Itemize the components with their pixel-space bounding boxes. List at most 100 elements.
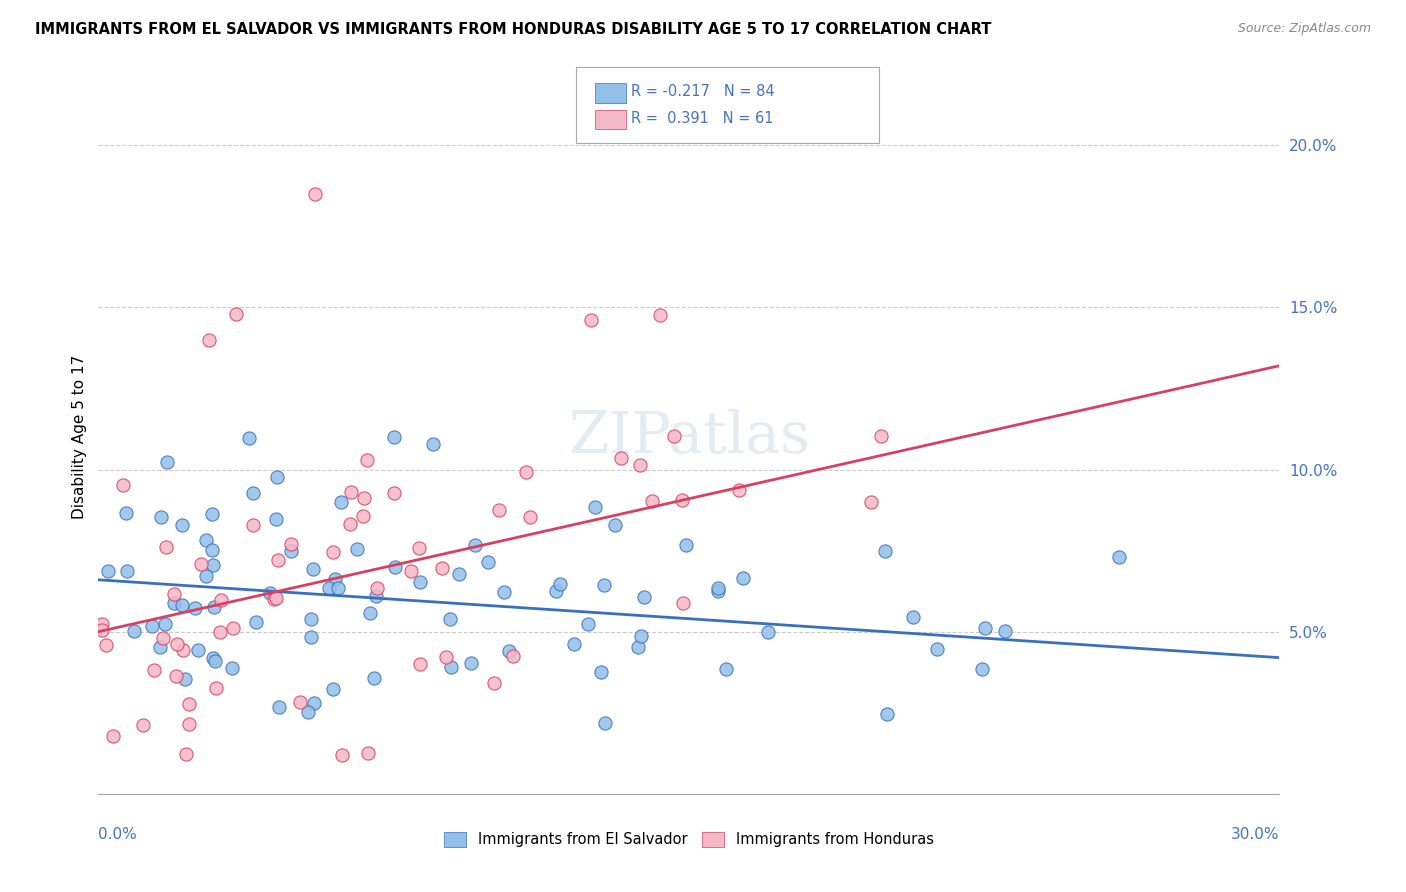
Legend: Immigrants from El Salvador, Immigrants from Honduras: Immigrants from El Salvador, Immigrants … bbox=[444, 832, 934, 847]
Point bbox=[633, 590, 655, 604]
Point bbox=[593, 578, 616, 592]
Point bbox=[245, 615, 267, 630]
Point bbox=[546, 584, 568, 599]
Point bbox=[91, 623, 114, 637]
Point bbox=[579, 313, 602, 327]
Point bbox=[301, 630, 323, 644]
Point bbox=[266, 470, 288, 484]
Point bbox=[589, 665, 612, 680]
Point bbox=[190, 557, 212, 571]
Point bbox=[176, 747, 198, 761]
Point bbox=[172, 598, 194, 612]
Point bbox=[434, 649, 457, 664]
Point bbox=[409, 657, 432, 671]
Point bbox=[165, 669, 187, 683]
Point bbox=[463, 539, 485, 553]
Point bbox=[488, 503, 510, 517]
Point bbox=[166, 637, 188, 651]
Point bbox=[143, 663, 166, 677]
Point bbox=[132, 718, 155, 732]
Point bbox=[264, 512, 287, 526]
Text: Source: ZipAtlas.com: Source: ZipAtlas.com bbox=[1237, 22, 1371, 36]
Point bbox=[422, 436, 444, 450]
Point bbox=[707, 584, 730, 599]
Point bbox=[502, 649, 524, 664]
Point bbox=[630, 629, 652, 643]
Point bbox=[332, 747, 354, 762]
Point bbox=[96, 638, 118, 652]
Point bbox=[264, 591, 287, 605]
Point bbox=[974, 622, 997, 636]
Point bbox=[352, 508, 374, 523]
Point bbox=[179, 717, 201, 731]
Point bbox=[384, 559, 406, 574]
Point bbox=[209, 593, 232, 607]
Point bbox=[205, 681, 228, 695]
Y-axis label: Disability Age 5 to 17: Disability Age 5 to 17 bbox=[72, 355, 87, 519]
Text: R =  0.391   N = 61: R = 0.391 N = 61 bbox=[631, 112, 773, 126]
Point bbox=[267, 700, 290, 714]
Point bbox=[197, 333, 219, 347]
Point bbox=[610, 450, 633, 465]
Point bbox=[733, 571, 755, 585]
Point bbox=[576, 617, 599, 632]
Point bbox=[204, 655, 226, 669]
Point bbox=[408, 541, 430, 555]
Point bbox=[115, 564, 138, 578]
Point bbox=[515, 465, 537, 479]
Point bbox=[201, 558, 224, 573]
Point bbox=[202, 651, 225, 665]
Point bbox=[297, 705, 319, 719]
Point bbox=[498, 644, 520, 658]
Point bbox=[323, 572, 346, 586]
Point bbox=[430, 561, 453, 575]
Point bbox=[318, 581, 340, 595]
Point bbox=[299, 612, 322, 626]
Point bbox=[177, 697, 200, 711]
Point bbox=[477, 555, 499, 569]
Point bbox=[222, 621, 245, 635]
Point bbox=[363, 671, 385, 685]
Point bbox=[174, 673, 197, 687]
Text: ZIPatlas: ZIPatlas bbox=[568, 409, 810, 465]
Point bbox=[267, 552, 290, 566]
Point bbox=[353, 491, 375, 506]
Point bbox=[115, 506, 138, 520]
Point bbox=[346, 542, 368, 557]
Point bbox=[259, 585, 281, 599]
Point bbox=[756, 625, 779, 640]
Point bbox=[716, 662, 738, 676]
Point bbox=[925, 642, 948, 657]
Point bbox=[163, 596, 186, 610]
Point bbox=[382, 486, 405, 500]
Point bbox=[409, 574, 432, 589]
Point bbox=[339, 516, 361, 531]
Point bbox=[460, 656, 482, 670]
Point bbox=[903, 610, 925, 624]
Point bbox=[97, 564, 120, 578]
Point bbox=[672, 596, 695, 610]
Text: R = -0.217   N = 84: R = -0.217 N = 84 bbox=[631, 85, 775, 99]
Text: IMMIGRANTS FROM EL SALVADOR VS IMMIGRANTS FROM HONDURAS DISABILITY AGE 5 TO 17 C: IMMIGRANTS FROM EL SALVADOR VS IMMIGRANT… bbox=[35, 22, 991, 37]
Point bbox=[183, 601, 205, 615]
Point bbox=[195, 533, 218, 547]
Point bbox=[202, 599, 225, 614]
Point bbox=[519, 509, 541, 524]
Point bbox=[153, 617, 176, 632]
Point bbox=[152, 632, 174, 646]
Point bbox=[326, 581, 349, 595]
Point bbox=[329, 495, 352, 509]
Point bbox=[364, 589, 387, 603]
Point bbox=[101, 729, 124, 743]
Point bbox=[603, 518, 626, 533]
Point bbox=[304, 186, 326, 201]
Point bbox=[357, 746, 380, 760]
Point bbox=[322, 545, 344, 559]
Point bbox=[155, 540, 177, 554]
Point bbox=[162, 587, 184, 601]
Point bbox=[628, 458, 651, 473]
Point bbox=[870, 429, 893, 443]
Point bbox=[201, 542, 224, 557]
Point bbox=[111, 478, 134, 492]
Point bbox=[90, 617, 112, 632]
